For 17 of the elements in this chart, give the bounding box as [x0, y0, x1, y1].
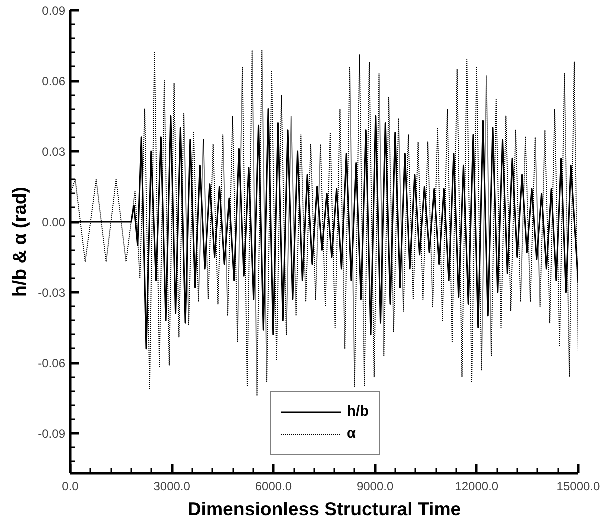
y-tick-label: -0.09 — [38, 427, 66, 442]
x-tick-label: 6000.0 — [255, 480, 292, 494]
x-tick-label: 0.0 — [62, 480, 80, 494]
y-tick-label: -0.06 — [38, 356, 66, 371]
y-tick-label: 0.03 — [42, 145, 66, 160]
y-axis-title: h/b & α (rad) — [9, 187, 30, 297]
y-tick-label: 0.09 — [42, 4, 66, 18]
x-axis-title: Dimensionless Structural Time — [188, 498, 462, 520]
x-tick-label: 9000.0 — [356, 480, 394, 494]
legend-label: h/b — [347, 404, 369, 420]
x-tick-label: 15000.0 — [556, 480, 601, 494]
legend-label: α — [347, 426, 358, 442]
x-tick-label: 3000.0 — [154, 480, 191, 494]
y-tick-label: -0.03 — [38, 286, 66, 300]
y-tick-label: 0.06 — [42, 74, 66, 89]
x-tick-label: 12000.0 — [455, 480, 499, 494]
y-tick-label: 0.00 — [42, 216, 66, 230]
